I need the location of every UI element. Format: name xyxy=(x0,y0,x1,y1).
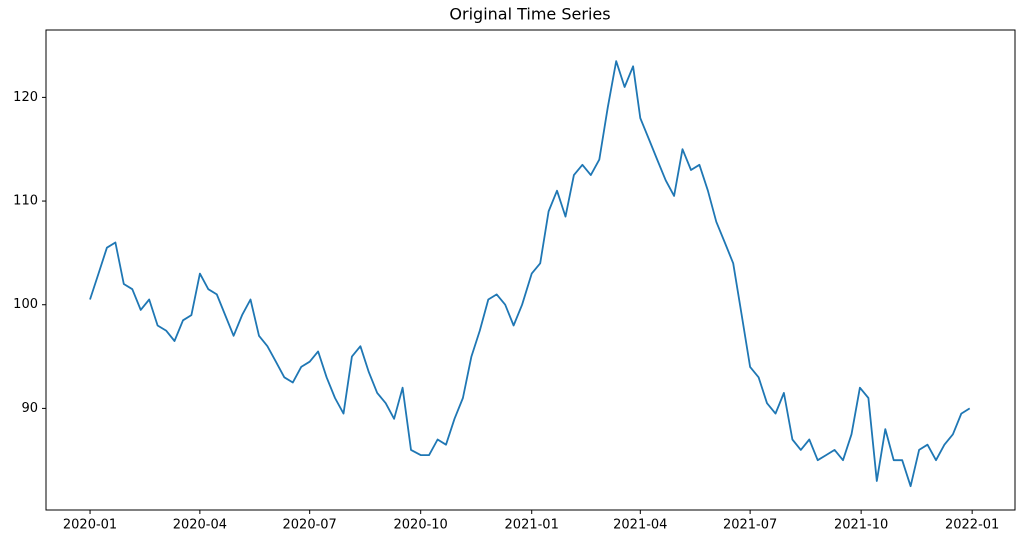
x-tick-label: 2020-07 xyxy=(283,518,337,533)
x-tick-label: 2021-04 xyxy=(613,518,667,533)
chart-title: Original Time Series xyxy=(449,5,610,24)
x-tick-label: 2020-10 xyxy=(394,518,448,533)
x-tick-label: 2020-04 xyxy=(173,518,227,533)
x-tick-label: 2021-10 xyxy=(834,518,888,533)
x-tick-label: 2021-01 xyxy=(505,518,559,533)
line xyxy=(89,60,971,488)
plot-frame xyxy=(45,29,1016,511)
y-tick-label: 120 xyxy=(13,90,38,105)
y-tick-label: 100 xyxy=(13,297,38,312)
x-tick-label: 2022-01 xyxy=(945,518,999,533)
y-tick-label: 90 xyxy=(21,401,38,416)
x-tick-label: 2021-07 xyxy=(723,518,777,533)
x-tick-label: 2020-01 xyxy=(63,518,117,533)
y-tick-label: 110 xyxy=(13,194,38,209)
